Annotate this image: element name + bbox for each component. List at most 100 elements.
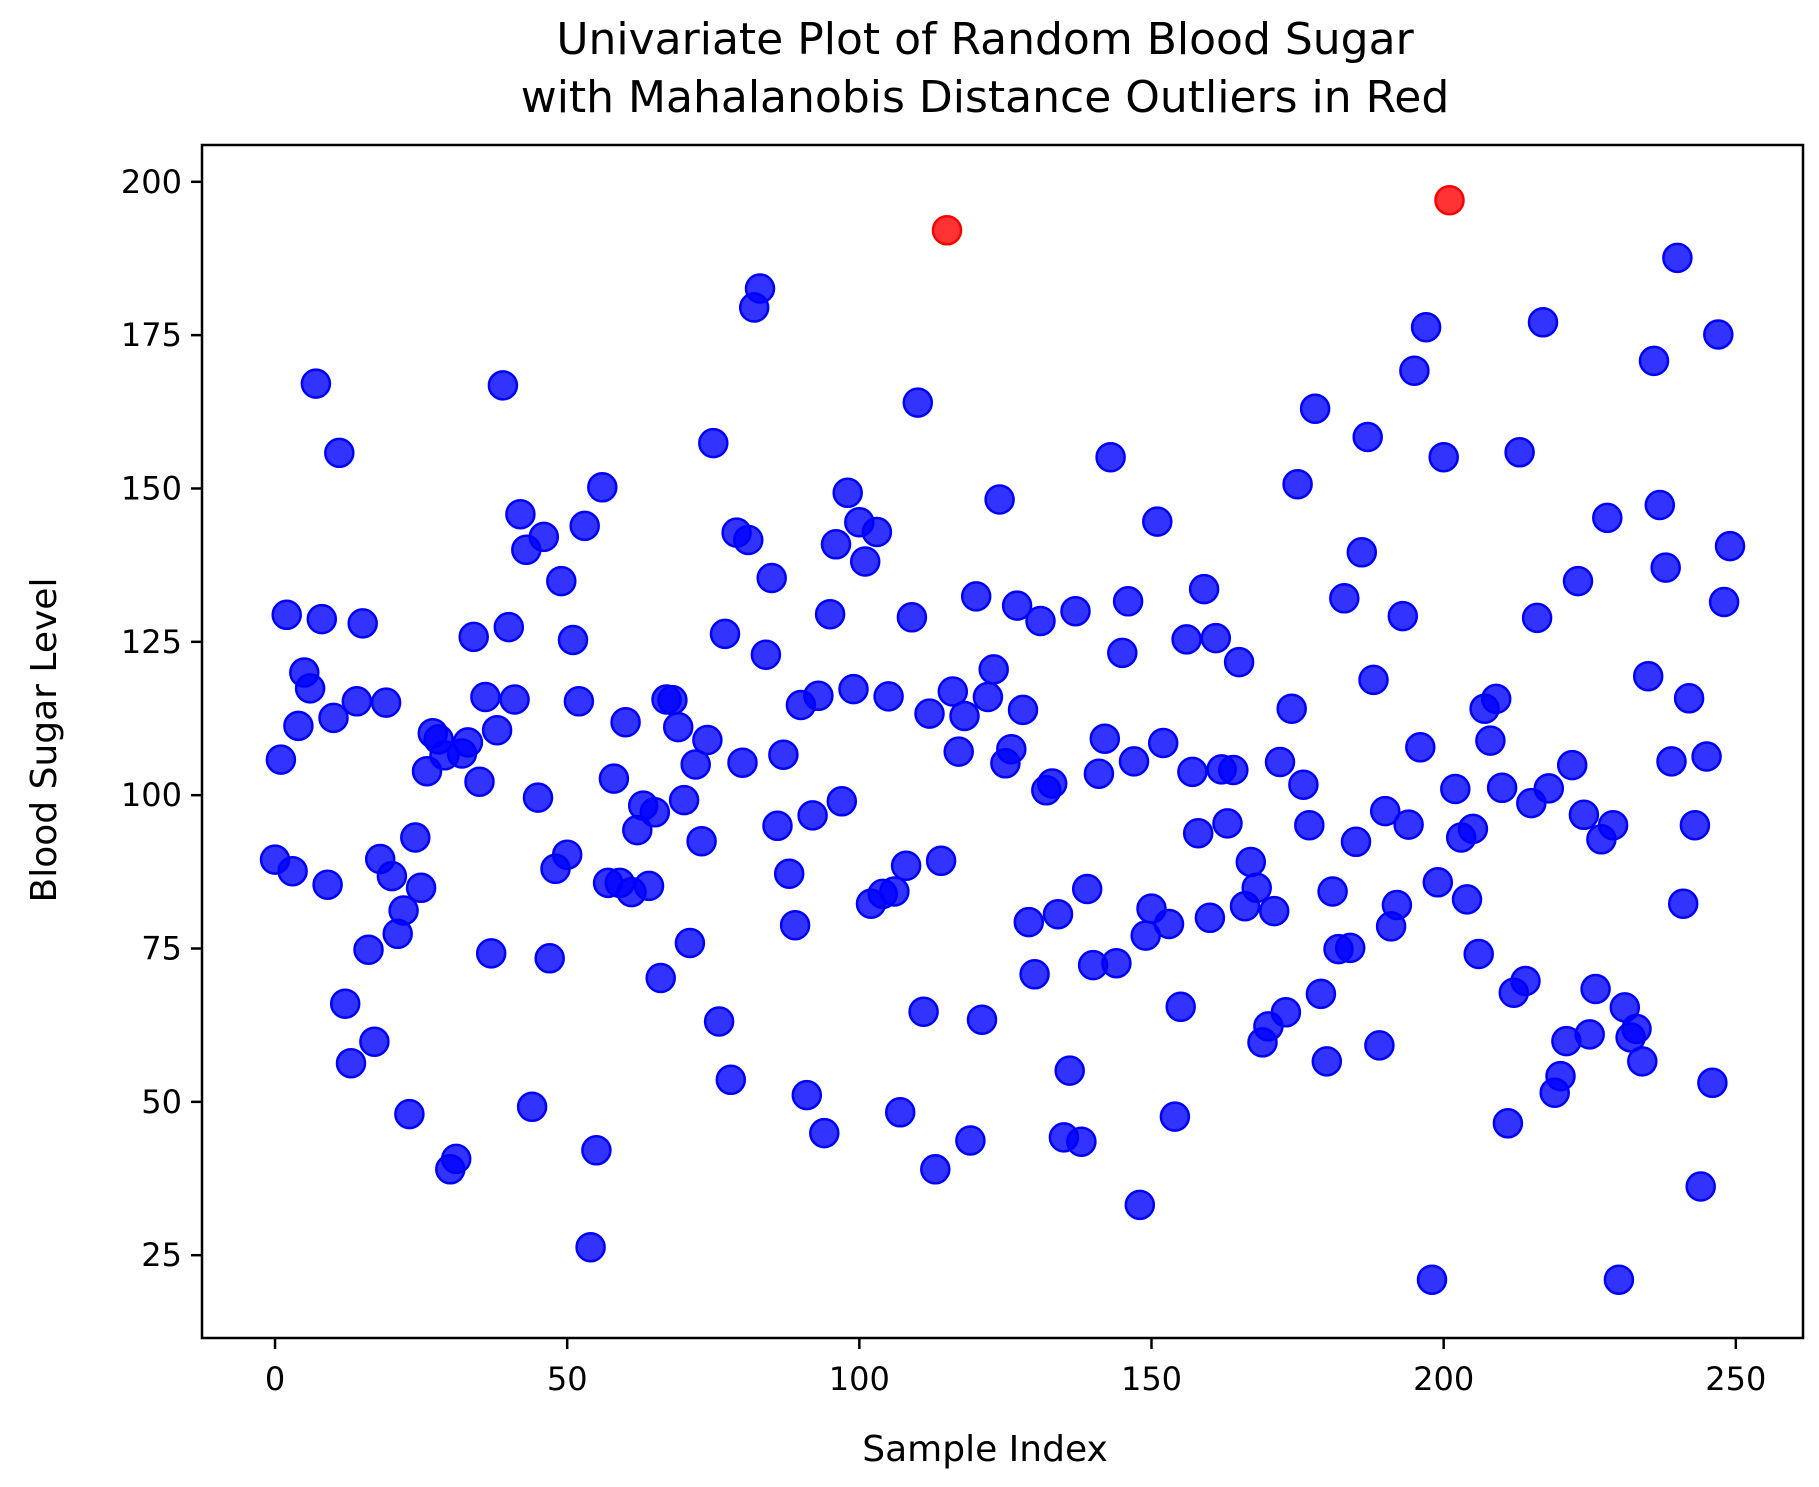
- axes-layer: 0 50 100 150 200 250 25 50 75 100 125 150 175 200: [121, 143, 1805, 1398]
- data-point: [1592, 502, 1623, 534]
- data-point: [1621, 1013, 1652, 1045]
- data-point: [481, 714, 513, 746]
- data-point: [1428, 441, 1459, 473]
- data-point: [1200, 622, 1232, 654]
- data-point: [1054, 1055, 1085, 1086]
- data-point: [388, 895, 419, 926]
- data-point: [1656, 746, 1687, 777]
- data-point: [1042, 898, 1074, 930]
- data-point: [657, 684, 688, 716]
- data-point: [329, 988, 361, 1019]
- data-point: [1475, 725, 1506, 756]
- data-point: [896, 602, 928, 633]
- data-point: [838, 673, 869, 705]
- data-point: [803, 680, 834, 712]
- data-point: [779, 909, 811, 941]
- data-point: [686, 825, 717, 857]
- data-point: [1083, 758, 1115, 789]
- data-point: [762, 810, 793, 842]
- data-point: [1153, 908, 1185, 940]
- data-point: [1387, 600, 1419, 632]
- data-point: [1025, 605, 1056, 637]
- data-point: [1188, 573, 1220, 605]
- data-point: [1270, 997, 1302, 1028]
- data-point: [709, 618, 741, 650]
- data-point: [890, 850, 922, 881]
- data-point: [849, 546, 881, 577]
- data-point: [955, 1125, 986, 1156]
- data-point: [966, 1004, 998, 1035]
- x-tick-label: 150: [1121, 1360, 1182, 1398]
- x-tick-label: 0: [265, 1360, 285, 1398]
- outlier-point: [931, 215, 963, 246]
- data-point: [1317, 876, 1348, 907]
- data-point: [832, 477, 863, 509]
- data-point: [861, 516, 893, 548]
- data-point: [1060, 595, 1091, 627]
- data-point: [809, 1117, 840, 1149]
- data-point: [1440, 773, 1471, 805]
- data-point: [1346, 537, 1378, 568]
- data-point: [680, 749, 711, 780]
- y-tick-label: 100: [121, 776, 182, 814]
- data-point: [1416, 1264, 1448, 1295]
- data-point: [464, 766, 495, 797]
- data-point: [335, 1047, 367, 1079]
- data-point: [1480, 683, 1512, 715]
- data-point: [1258, 895, 1290, 927]
- data-point: [1597, 809, 1629, 841]
- data-point: [1393, 809, 1424, 840]
- data-point: [341, 686, 373, 717]
- data-point: [1405, 732, 1436, 763]
- data-point: [499, 684, 530, 715]
- data-point: [1463, 938, 1494, 970]
- data-point: [318, 702, 349, 734]
- data-point: [645, 962, 676, 994]
- data-point: [575, 1231, 606, 1263]
- data-point: [1171, 624, 1202, 655]
- data-point: [271, 599, 302, 631]
- data-point: [265, 744, 297, 775]
- data-point: [546, 565, 577, 597]
- data-point: [674, 927, 706, 959]
- data-point: [1556, 749, 1588, 781]
- data-point: [376, 860, 408, 892]
- data-point: [324, 437, 355, 469]
- data-point: [1667, 888, 1699, 919]
- data-point: [1194, 902, 1226, 934]
- data-point: [791, 1079, 823, 1111]
- data-point: [1165, 991, 1196, 1023]
- y-tick-label: 175: [121, 316, 182, 354]
- data-point: [1182, 817, 1214, 849]
- data-point: [528, 521, 560, 553]
- data-point: [1568, 799, 1600, 831]
- data-point: [1112, 586, 1144, 617]
- data-point: [1691, 741, 1722, 772]
- data-point: [1369, 795, 1401, 827]
- data-point: [516, 1091, 548, 1123]
- data-point: [978, 654, 1009, 685]
- data-point: [534, 943, 565, 974]
- data-point: [306, 603, 338, 635]
- data-point: [1159, 1101, 1191, 1132]
- data-point: [902, 387, 934, 418]
- data-point: [1066, 1126, 1097, 1157]
- data-point: [1533, 773, 1565, 804]
- data-point: [452, 727, 484, 758]
- y-tick-label: 50: [141, 1083, 182, 1121]
- data-point: [1457, 813, 1489, 845]
- data-point: [1527, 307, 1559, 338]
- data-point: [1510, 965, 1541, 997]
- data-point: [1486, 772, 1518, 804]
- data-point: [1644, 489, 1676, 521]
- data-point: [639, 797, 671, 828]
- chart-title-line2: with Mahalanobis Distance Outliers in Re…: [521, 72, 1450, 123]
- data-point: [347, 608, 378, 639]
- data-point: [563, 686, 595, 717]
- data-point: [733, 524, 764, 556]
- data-point: [1492, 1108, 1524, 1139]
- data-point: [1562, 565, 1594, 597]
- data-point: [405, 872, 437, 904]
